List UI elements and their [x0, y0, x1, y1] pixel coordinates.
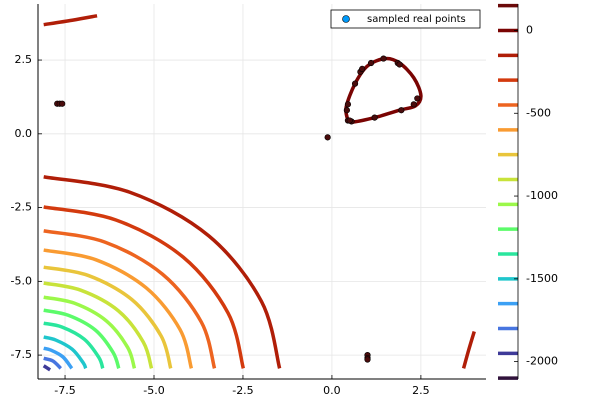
axes: -7.5 -5.0 -2.5 0.0 2.5 2.5 0.0 -2.5 -5.0 -7.5 0 -50…: [11, 3, 558, 397]
plot-area: [42, 14, 476, 372]
sample-point: [324, 134, 331, 141]
sample-point: [367, 59, 375, 67]
contour-line: [344, 56, 423, 124]
sample-point: [364, 356, 371, 363]
sample-point: [396, 61, 403, 68]
x-tick-label: -7.5: [54, 384, 75, 397]
sample-point: [398, 107, 405, 114]
y-tick-label: 2.5: [15, 53, 33, 66]
sample-point: [343, 107, 350, 114]
contour-line: [43, 295, 137, 369]
y-tick-label: -7.5: [11, 348, 32, 361]
sample-point: [59, 100, 66, 107]
colorbar-tick-label: -2000: [526, 355, 558, 368]
sample-point: [410, 101, 417, 108]
legend-marker: [342, 15, 350, 23]
contour-line: [43, 14, 98, 27]
x-tick-label: 2.5: [412, 384, 430, 397]
contour-line: [43, 265, 173, 369]
contour-line: [43, 175, 282, 369]
contour-line: [43, 281, 154, 369]
sample-point: [371, 114, 378, 121]
contour-line: [43, 346, 74, 370]
y-tick-label: -2.5: [11, 201, 32, 214]
contour-line: [43, 248, 194, 369]
colorbar-tick-label: -1500: [526, 272, 558, 285]
contour-line: [42, 364, 52, 372]
sample-point: [359, 65, 366, 73]
sample-point: [380, 55, 387, 62]
sample-point: [351, 80, 359, 87]
colorbar-tick-label: -500: [526, 106, 551, 119]
y-tick-label: -5.0: [11, 274, 32, 287]
x-tick-label: -5.0: [143, 384, 164, 397]
contour-line: [43, 335, 88, 370]
contour-line: [43, 229, 217, 369]
x-tick-label: 0.0: [323, 384, 341, 397]
legend-label: sampled real points: [367, 14, 466, 25]
sample-point: [346, 117, 353, 124]
colorbar-tick-label: -1000: [526, 189, 558, 202]
contour-line: [461, 330, 476, 369]
contour-line: [43, 205, 246, 369]
colorbar-tick-label: 0: [526, 23, 533, 36]
sample-point: [414, 95, 421, 102]
sample-point: [344, 101, 352, 108]
contour-line: [43, 308, 121, 369]
y-tick-label: 0.0: [15, 127, 33, 140]
contour-line: [43, 321, 105, 369]
x-tick-label: -2.5: [232, 384, 253, 397]
grid: [38, 4, 486, 379]
contour-line: [43, 356, 63, 370]
legend-box: [330, 9, 481, 29]
